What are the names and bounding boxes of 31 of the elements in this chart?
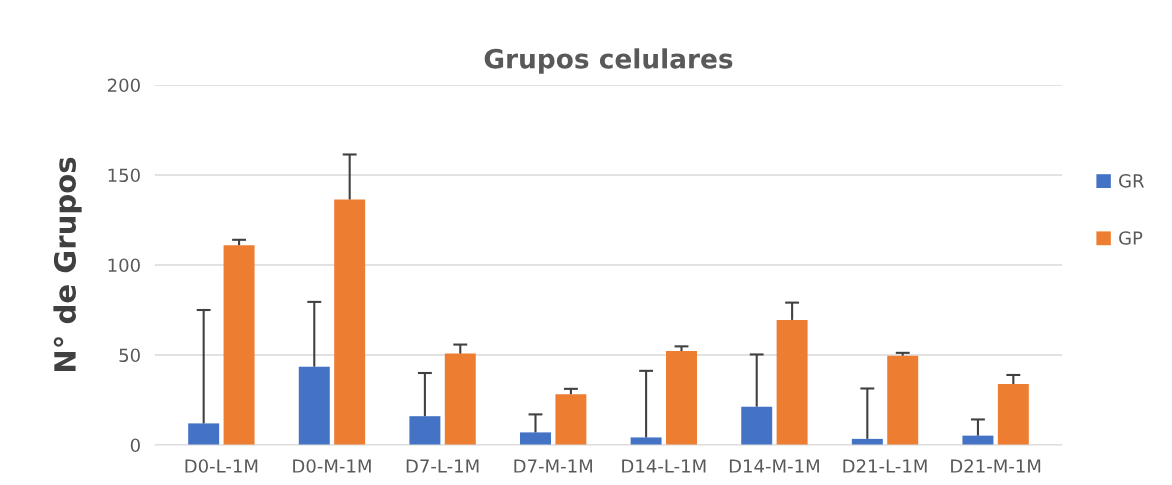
y-tick-label: 100	[108, 258, 140, 273]
x-tick-label: D14-L-1M	[622, 459, 706, 473]
x-tick-label: D21-M-1M	[951, 459, 1041, 473]
y-axis-title: N° de Grupos	[53, 157, 82, 371]
bar	[188, 423, 220, 445]
bar	[223, 245, 255, 445]
y-tick-label: 50	[119, 348, 140, 363]
bar	[666, 351, 697, 445]
x-tick-label: D7-M-1M	[514, 459, 592, 473]
bar	[630, 437, 662, 445]
x-tick-label: D21-L-1M	[843, 459, 927, 473]
y-tick-label: 200	[107, 78, 140, 93]
bar	[887, 355, 919, 445]
bar	[444, 353, 476, 445]
bar	[741, 406, 773, 445]
bar	[409, 416, 441, 445]
bar	[520, 432, 551, 445]
bar	[997, 383, 1029, 445]
y-tick-label: 150	[108, 168, 140, 183]
x-tick-label: D0-L-1M	[185, 459, 258, 473]
bar	[555, 394, 587, 445]
legend-label: GP	[1119, 231, 1143, 245]
bar	[298, 366, 330, 445]
x-tick-label: D7-L-1M	[406, 459, 479, 473]
bar	[776, 319, 808, 445]
x-tick-label: D14-M-1M	[729, 459, 819, 473]
bar	[334, 199, 366, 445]
x-tick-label: D0-M-1M	[293, 459, 371, 473]
chart-title: Grupos celulares	[484, 48, 733, 74]
legend-label: GR	[1119, 173, 1145, 188]
y-tick-label: 0	[130, 438, 140, 453]
